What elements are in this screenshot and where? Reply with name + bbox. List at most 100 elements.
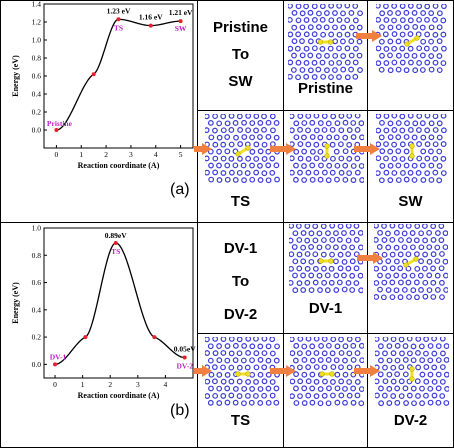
atom bbox=[379, 119, 385, 126]
atom bbox=[436, 177, 443, 184]
atom bbox=[333, 357, 340, 364]
atom bbox=[403, 24, 410, 31]
atom bbox=[303, 45, 310, 52]
atom bbox=[387, 120, 394, 127]
atom bbox=[441, 4, 447, 10]
atom bbox=[212, 337, 219, 342]
atom bbox=[390, 364, 397, 371]
atom bbox=[290, 155, 295, 162]
atom bbox=[305, 141, 312, 148]
atom bbox=[409, 272, 416, 279]
atom bbox=[216, 134, 223, 141]
atom bbox=[389, 251, 396, 258]
atom bbox=[432, 155, 439, 162]
atom bbox=[419, 67, 426, 73]
atom bbox=[307, 52, 314, 59]
atom bbox=[207, 399, 214, 406]
atom bbox=[340, 66, 347, 73]
atom bbox=[224, 162, 231, 169]
atom bbox=[207, 119, 214, 126]
atom bbox=[300, 258, 307, 265]
sequence-title-line: DV-2 bbox=[223, 306, 258, 323]
atom bbox=[417, 272, 424, 279]
atom bbox=[387, 10, 393, 16]
atom bbox=[329, 126, 336, 133]
atom bbox=[340, 24, 347, 31]
defect-atom bbox=[404, 41, 410, 47]
atom bbox=[318, 162, 324, 169]
atom bbox=[342, 343, 349, 350]
atom bbox=[344, 31, 351, 38]
atom bbox=[325, 230, 331, 237]
energy-chart-b: 0 1 2 3 4 0.0 0.2 0.4 0.6 0.8 1.0 Reaction coordina… bbox=[11, 224, 196, 401]
atom bbox=[439, 251, 445, 257]
atom bbox=[212, 378, 218, 385]
atom bbox=[345, 224, 352, 229]
atom bbox=[301, 120, 308, 126]
atom bbox=[328, 265, 335, 272]
atom bbox=[205, 114, 210, 120]
atom bbox=[212, 141, 219, 148]
atom bbox=[387, 148, 394, 155]
atom bbox=[410, 343, 417, 350]
atom bbox=[305, 364, 312, 371]
atom bbox=[406, 392, 413, 399]
atom bbox=[325, 244, 331, 250]
atom bbox=[376, 16, 382, 23]
atom bbox=[261, 350, 268, 357]
sequence-title-line: Pristine bbox=[212, 19, 269, 36]
atom bbox=[399, 127, 406, 134]
atom bbox=[436, 53, 443, 59]
atom bbox=[245, 337, 252, 342]
atom bbox=[354, 379, 361, 385]
atom bbox=[330, 155, 336, 162]
atom bbox=[398, 237, 404, 243]
state-label-pristine: Pristine bbox=[297, 80, 354, 97]
atom bbox=[393, 258, 400, 265]
atom bbox=[253, 364, 260, 371]
atom bbox=[416, 16, 423, 23]
atom bbox=[253, 393, 259, 399]
atom bbox=[253, 169, 260, 176]
atom bbox=[292, 357, 299, 364]
sequence-title-line: To bbox=[231, 273, 250, 290]
atom bbox=[319, 4, 326, 10]
atom bbox=[293, 400, 300, 406]
atom bbox=[305, 392, 312, 399]
atom bbox=[296, 237, 303, 243]
atom bbox=[249, 371, 256, 378]
atom bbox=[205, 169, 210, 176]
atom bbox=[377, 229, 383, 236]
atom bbox=[245, 155, 252, 162]
data-point bbox=[116, 17, 121, 22]
atom bbox=[385, 230, 391, 237]
atom bbox=[428, 148, 434, 155]
atom bbox=[348, 10, 355, 16]
atom bbox=[393, 272, 400, 279]
atom bbox=[312, 237, 319, 244]
atom bbox=[303, 73, 310, 80]
atom bbox=[390, 350, 397, 357]
atom bbox=[350, 163, 357, 169]
atom bbox=[428, 53, 435, 59]
atom bbox=[228, 127, 235, 133]
atom bbox=[350, 342, 357, 349]
atom bbox=[439, 279, 445, 286]
atom bbox=[220, 350, 227, 356]
atom bbox=[316, 10, 322, 17]
atom bbox=[411, 10, 418, 16]
atom bbox=[431, 337, 438, 342]
atom bbox=[382, 350, 388, 357]
atom bbox=[205, 393, 211, 399]
atom bbox=[414, 294, 420, 300]
atom bbox=[304, 279, 311, 286]
atom bbox=[289, 279, 294, 286]
atom bbox=[220, 114, 227, 120]
atom bbox=[430, 237, 437, 243]
atom bbox=[292, 272, 298, 279]
atom bbox=[326, 385, 332, 392]
atom bbox=[436, 38, 443, 45]
atom bbox=[253, 114, 260, 120]
atom bbox=[423, 350, 429, 357]
atom bbox=[304, 251, 311, 257]
